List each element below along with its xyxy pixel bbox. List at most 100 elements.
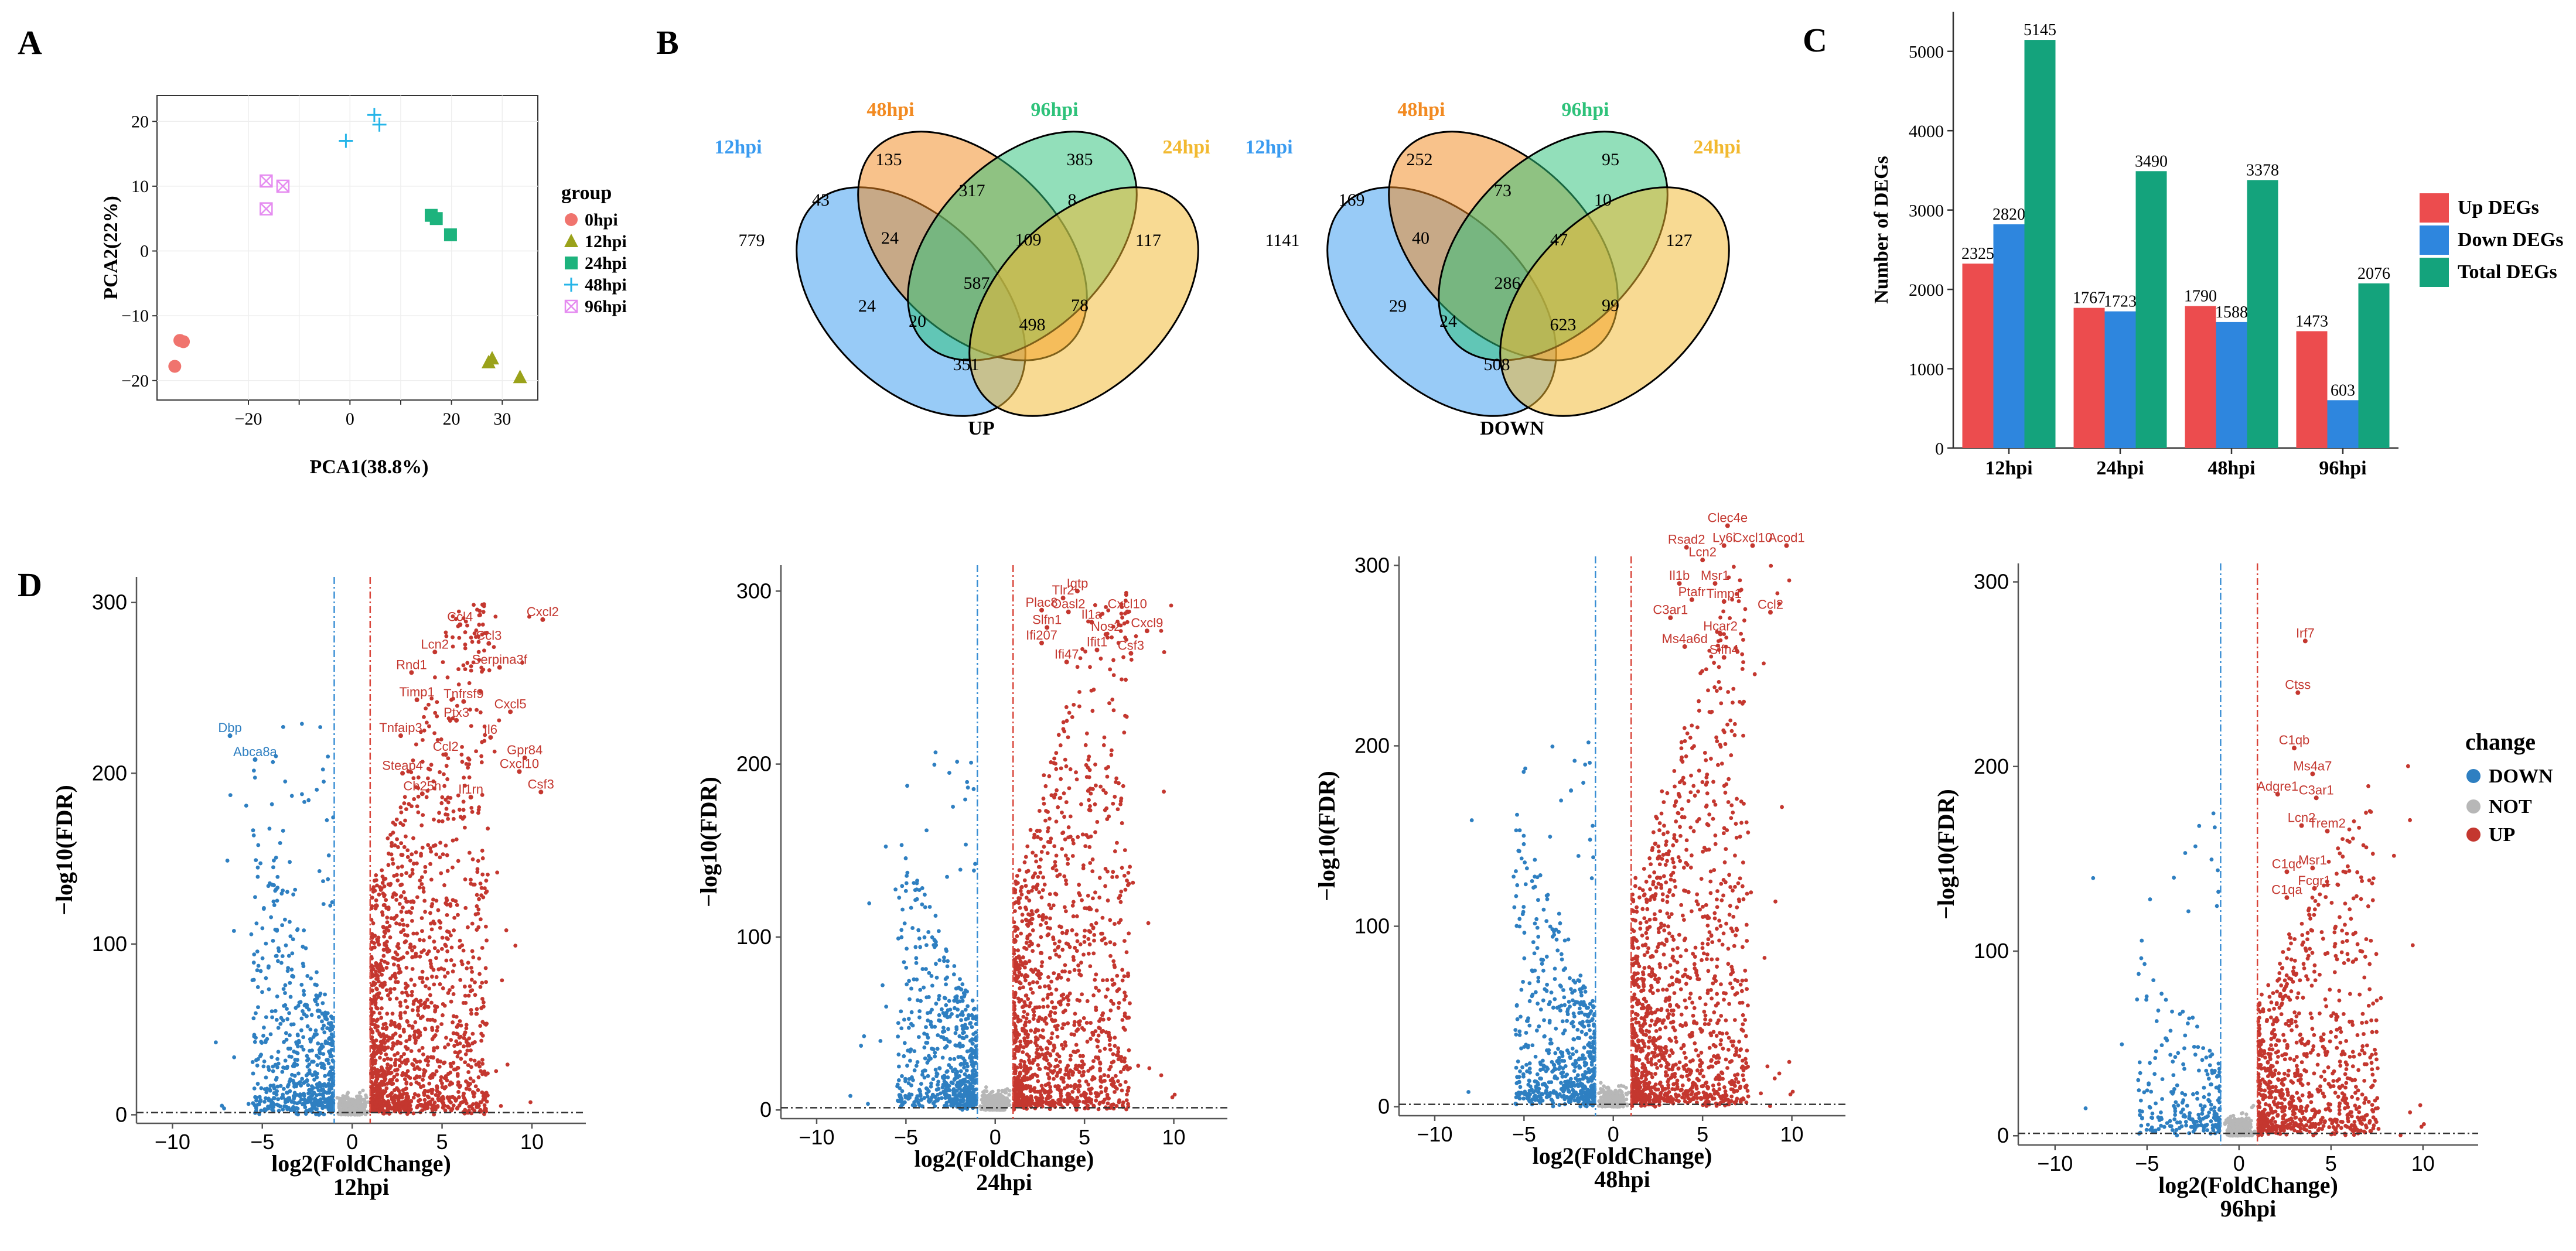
- volcano-point-down: [250, 932, 254, 936]
- volcano-point-down: [281, 829, 285, 833]
- volcano-point-up: [481, 668, 485, 672]
- volcano-point-up: [1042, 802, 1046, 806]
- volcano-point-down: [959, 987, 963, 992]
- volcano-point-up: [1075, 777, 1079, 781]
- volcano-point-up: [469, 966, 473, 970]
- volcano-point-not: [356, 1101, 360, 1105]
- venn-caption: DOWN: [1480, 418, 1544, 439]
- volcano-point-up: [1071, 838, 1075, 842]
- volcano-point-down: [924, 1041, 928, 1045]
- volcano-point-up: [471, 857, 475, 862]
- pca-y-label: PCA2(22%): [100, 196, 122, 300]
- volcano-point-up: [1018, 986, 1022, 990]
- volcano-point-down: [281, 954, 285, 958]
- volcano-point-up: [1032, 1017, 1036, 1021]
- volcano-point-up: [376, 1045, 380, 1050]
- volcano-point-down: [258, 1054, 262, 1058]
- volcano-point-down: [958, 1098, 962, 1102]
- volcano-point-down: [284, 1059, 288, 1063]
- volcano-point-up: [1117, 1006, 1121, 1010]
- volcano-point-up: [1119, 1070, 1123, 1074]
- volcano-point-up: [425, 720, 429, 724]
- volcano-point-up: [486, 873, 490, 877]
- volcano-point-up: [445, 896, 449, 900]
- volcano-point-up: [1074, 770, 1078, 774]
- venn-count: 252: [1407, 150, 1433, 169]
- volcano-point-down: [320, 1106, 325, 1110]
- volcano-point-up: [469, 1011, 473, 1016]
- volcano-point-up: [388, 1078, 392, 1082]
- volcano-point-up: [1084, 743, 1088, 747]
- volcano-point-up: [470, 970, 474, 974]
- volcano-point-up: [446, 1105, 450, 1109]
- volcano-point-up: [1114, 1074, 1118, 1078]
- volcano-point-up: [404, 1096, 408, 1100]
- volcano-point-up: [445, 853, 449, 857]
- volcano-point-down: [299, 1000, 303, 1004]
- volcano-point-down: [319, 1047, 323, 1051]
- volcano-point-down: [927, 1089, 931, 1093]
- volcano-point-up: [432, 1048, 436, 1052]
- volcano-point-up: [1076, 963, 1080, 968]
- volcano-point-down: [946, 964, 950, 968]
- volcano-point-up: [1065, 719, 1069, 723]
- volcano-point-up: [396, 866, 400, 870]
- volcano-point-up: [385, 1105, 390, 1109]
- volcano-point-up: [415, 804, 419, 808]
- volcano-point-up: [394, 898, 398, 902]
- panel-label-d: D: [18, 566, 42, 604]
- volcano-point-down: [971, 1051, 975, 1055]
- volcano-point-down: [973, 1074, 977, 1078]
- volcano-point-up: [1117, 921, 1121, 925]
- volcano-point-up: [1016, 1020, 1021, 1024]
- volcano-point-up: [1104, 942, 1108, 946]
- volcano-point-up: [477, 1075, 481, 1079]
- volcano-point-down: [261, 1034, 265, 1038]
- venn-count: 20: [909, 312, 926, 331]
- volcano-point-up: [393, 891, 397, 895]
- volcano-point-down: [279, 961, 284, 965]
- volcano-point-down: [312, 1078, 316, 1082]
- volcano-point-up: [479, 917, 483, 921]
- volcano-point-up: [397, 1023, 401, 1027]
- pca-y-tick-label: −20: [121, 371, 149, 391]
- volcano-point-up: [465, 1040, 469, 1044]
- volcano-point-down: [282, 987, 286, 991]
- volcano-point-up: [449, 934, 453, 938]
- volcano-point-down: [252, 978, 256, 982]
- volcano-point-up: [422, 899, 427, 903]
- pca-legend-marker-0hpi: [565, 213, 578, 226]
- volcano-y-label: −log10(FDR): [695, 777, 722, 907]
- volcano-point-up: [484, 1107, 488, 1111]
- volcano-point-up: [410, 955, 414, 959]
- volcano-point-up: [446, 937, 450, 941]
- bar-y-label: Number of DEGs: [1871, 156, 1892, 304]
- volcano-point-up: [422, 1002, 427, 1006]
- volcano-point-up: [428, 993, 432, 997]
- volcano-point-down: [953, 1043, 957, 1047]
- bar-down-degs-96hpi: [2328, 400, 2359, 448]
- volcano-point-down: [282, 1040, 286, 1044]
- volcano-point-down: [862, 1034, 866, 1038]
- volcano-point-down: [971, 1089, 975, 1093]
- volcano-point-down: [912, 1049, 916, 1053]
- volcano-point-up: [462, 808, 466, 812]
- volcano-point-down: [926, 930, 930, 934]
- volcano-point-down: [256, 875, 260, 879]
- venn-count: 99: [1602, 296, 1619, 315]
- volcano-point-up: [464, 1079, 468, 1083]
- gene-label-Ccl3: Ccl3: [476, 628, 501, 643]
- volcano-point-down: [941, 1035, 946, 1040]
- gene-label-Il1rn: Il1rn: [458, 782, 483, 797]
- pca-x-label: PCA1(38.8%): [309, 456, 428, 478]
- volcano-point-up: [458, 1085, 462, 1089]
- volcano-point-down: [302, 1092, 306, 1096]
- volcano-point-up: [455, 838, 459, 842]
- volcano-point-down: [941, 1076, 945, 1080]
- volcano-point-down: [952, 964, 956, 968]
- volcano-point-up: [1077, 999, 1081, 1003]
- volcano-point-up: [467, 994, 471, 998]
- volcano-point-up: [448, 1071, 452, 1075]
- volcano-point-up: [1038, 871, 1042, 875]
